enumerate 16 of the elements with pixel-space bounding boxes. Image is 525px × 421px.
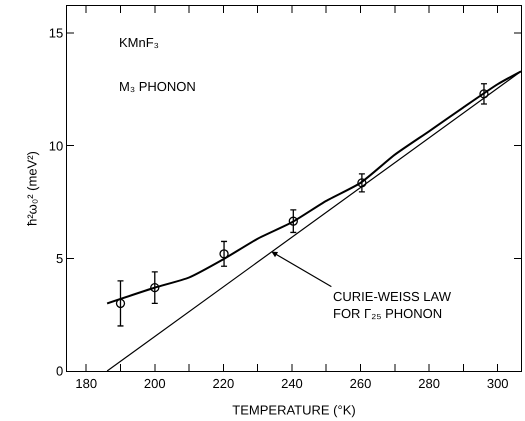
x-tick-label: 200 <box>144 376 166 391</box>
x-tick-label: 260 <box>350 376 372 391</box>
x-tick-label: 280 <box>418 376 440 391</box>
x-tick-label: 180 <box>75 376 98 391</box>
x-axis-title: TEMPERATURE (°K) <box>232 402 356 418</box>
y-tick-label: 5 <box>56 250 64 266</box>
annotation: M₃ PHONON <box>119 79 196 94</box>
annotation: KMnF₃ <box>119 35 159 50</box>
x-tick-label: 240 <box>281 376 303 391</box>
y-tick-label: 0 <box>56 364 64 379</box>
y-tick-label: 10 <box>48 138 64 154</box>
annotation: CURIE-WEISS LAW FOR Γ₂₅ PHONON <box>333 289 452 321</box>
x-tick-label: 220 <box>212 376 234 391</box>
y-axis-title: ħ²ω₀² (meV²) <box>24 151 40 226</box>
x-tick-label: 300 <box>486 376 509 391</box>
y-tick-label: 15 <box>48 26 64 41</box>
